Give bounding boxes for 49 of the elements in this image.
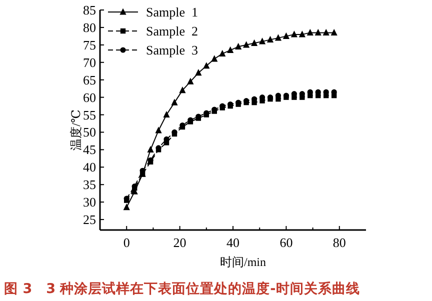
- point: [306, 28, 314, 36]
- y-tick-label: 40: [83, 160, 96, 175]
- point: [290, 30, 298, 38]
- y-tick-label: 85: [83, 2, 96, 18]
- point: [282, 32, 290, 39]
- point: [243, 41, 250, 48]
- point: [195, 69, 202, 76]
- legend-label: Sample 1: [146, 4, 198, 20]
- point: [314, 28, 322, 36]
- y-tick-label: 25: [83, 212, 96, 228]
- point: [258, 38, 266, 44]
- point: [227, 46, 234, 53]
- point: [123, 204, 130, 210]
- x-tick-label: 60: [280, 235, 293, 250]
- point: [155, 126, 162, 134]
- x-tick-label: 20: [173, 235, 186, 250]
- caption: 图 3 3 种涂层试样在下表面位置处的温度-时间关系曲线: [4, 280, 360, 297]
- legend-label: Sample 2: [146, 24, 198, 38]
- point: [330, 28, 338, 36]
- point: [163, 110, 170, 118]
- y-tick-label: 60: [83, 90, 96, 105]
- point: [187, 78, 194, 84]
- point: [203, 62, 210, 69]
- legend-label: Sample 3: [146, 42, 198, 58]
- point: [266, 36, 274, 42]
- y-tick-label: 50: [83, 124, 96, 140]
- x-tick-label: 40: [226, 235, 240, 250]
- y-tick-label: 45: [83, 142, 96, 158]
- y-axis-title: 温度/℃: [69, 110, 83, 150]
- y-tick-label: 75: [83, 37, 96, 52]
- point: [211, 55, 218, 62]
- y-tick-label: 80: [83, 20, 96, 35]
- y-tick-label: 35: [83, 177, 96, 192]
- x-axis-title: 时间/min: [220, 255, 266, 269]
- point: [274, 34, 282, 41]
- y-tick-label: 65: [83, 72, 96, 88]
- point: [235, 42, 242, 50]
- y-tick-label: 70: [83, 54, 96, 70]
- point: [250, 39, 258, 46]
- point: [147, 146, 154, 152]
- point: [322, 28, 330, 36]
- point: [171, 98, 178, 106]
- x-tick-label: 0: [123, 235, 130, 250]
- point: [219, 50, 226, 56]
- point: [298, 30, 306, 38]
- x-tick-label: 80: [332, 235, 346, 250]
- y-tick-label: 55: [83, 107, 96, 122]
- y-tick-label: 30: [83, 194, 96, 210]
- point: [179, 86, 186, 94]
